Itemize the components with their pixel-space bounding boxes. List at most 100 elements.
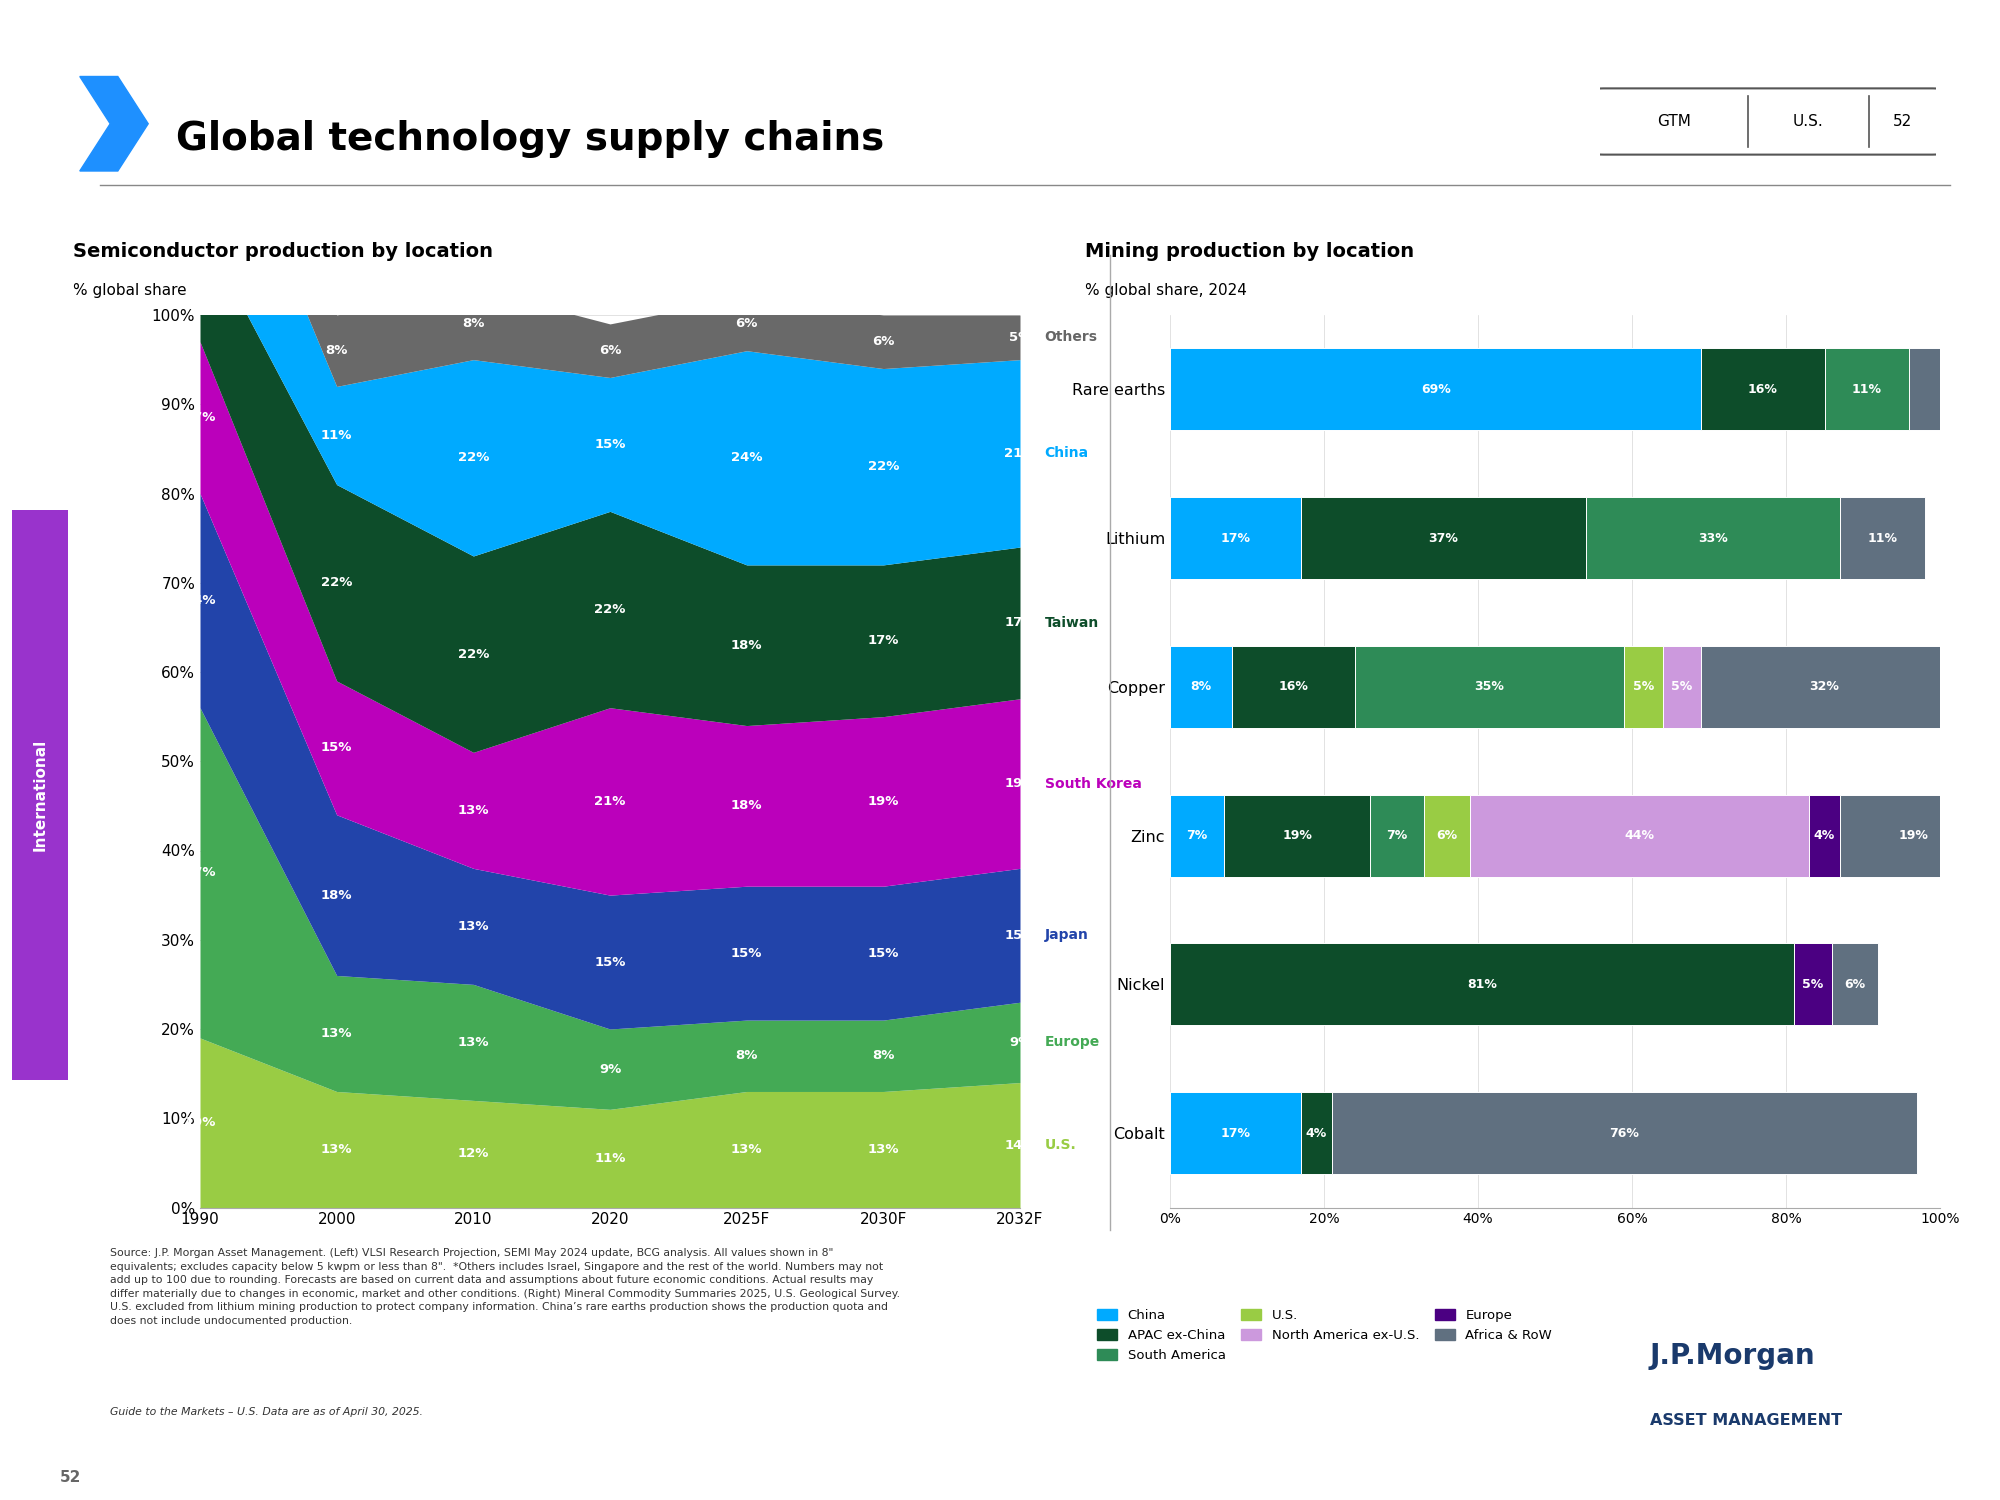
Text: 52: 52	[60, 1470, 82, 1485]
FancyBboxPatch shape	[12, 488, 68, 1102]
Bar	[1170, 1092, 1300, 1174]
Text: Global technology supply chains: Global technology supply chains	[176, 120, 884, 158]
Bar	[1794, 944, 1832, 1026]
Text: 5%: 5%	[1802, 978, 1824, 992]
Text: 18%: 18%	[730, 639, 762, 651]
Text: 13%: 13%	[320, 1028, 352, 1039]
Text: 9%: 9%	[1008, 1036, 1032, 1048]
Bar	[1300, 496, 1586, 579]
Text: 37%: 37%	[184, 867, 216, 879]
Text: 19%: 19%	[868, 795, 900, 808]
Bar	[1662, 646, 1702, 728]
Text: 22%: 22%	[320, 576, 352, 590]
Text: Others: Others	[1044, 330, 1098, 345]
Text: 8%: 8%	[872, 1050, 894, 1062]
Text: 17%: 17%	[184, 411, 216, 424]
Text: 13%: 13%	[458, 920, 490, 933]
Bar	[1170, 348, 1702, 430]
Text: 13%: 13%	[458, 804, 490, 818]
Text: 8%: 8%	[1190, 681, 1212, 693]
Text: 4%: 4%	[1306, 1126, 1326, 1140]
Bar	[1224, 795, 1370, 876]
Text: 3%: 3%	[188, 36, 212, 50]
FancyBboxPatch shape	[1590, 88, 1946, 154]
Bar	[1300, 1092, 1332, 1174]
Text: ASSET MANAGEMENT: ASSET MANAGEMENT	[1650, 1413, 1842, 1428]
Polygon shape	[80, 76, 148, 171]
Text: 4%: 4%	[1814, 830, 1836, 842]
Text: GTM: GTM	[1656, 114, 1690, 129]
Text: 5%: 5%	[1672, 681, 1692, 693]
Text: 19%: 19%	[1282, 830, 1312, 842]
Text: 6%: 6%	[872, 336, 894, 348]
Text: 15%: 15%	[1004, 928, 1036, 942]
Text: 17%: 17%	[1220, 1126, 1250, 1140]
Text: 16%: 16%	[1748, 382, 1778, 396]
Text: 8%: 8%	[326, 344, 348, 357]
Text: 6%: 6%	[736, 318, 758, 330]
Text: 19%: 19%	[1004, 777, 1036, 790]
Text: 15%: 15%	[320, 741, 352, 754]
Text: J.P.Morgan: J.P.Morgan	[1650, 1342, 1816, 1371]
Bar	[1170, 646, 1232, 728]
Text: 15%: 15%	[594, 956, 626, 969]
Text: Guide to the Markets – U.S. Data are as of April 30, 2025.: Guide to the Markets – U.S. Data are as …	[110, 1407, 424, 1418]
Text: 11%: 11%	[320, 429, 352, 442]
Text: 76%: 76%	[1610, 1126, 1640, 1140]
Text: 11%: 11%	[1868, 531, 1898, 544]
Text: 13%: 13%	[320, 1143, 352, 1156]
Text: 52: 52	[1892, 114, 1912, 129]
Text: 32%: 32%	[1810, 681, 1840, 693]
Bar	[1910, 348, 2000, 430]
Text: 24%: 24%	[730, 452, 762, 465]
Text: 13%: 13%	[868, 1143, 900, 1156]
Text: 13%: 13%	[184, 278, 216, 291]
Text: 7%: 7%	[1386, 830, 1408, 842]
Text: Taiwan: Taiwan	[1044, 616, 1098, 630]
Bar	[1470, 795, 1810, 876]
Text: 19%: 19%	[184, 135, 216, 147]
Text: 35%: 35%	[1474, 681, 1504, 693]
Bar	[1170, 944, 1794, 1026]
Text: 22%: 22%	[458, 452, 490, 465]
Text: 19%: 19%	[184, 1116, 216, 1130]
Text: 13%: 13%	[730, 1143, 762, 1156]
Text: 8%: 8%	[462, 318, 484, 330]
Text: 5%: 5%	[1632, 681, 1654, 693]
Text: 17%: 17%	[1004, 616, 1036, 630]
Text: 33%: 33%	[1698, 531, 1728, 544]
Bar	[1424, 795, 1470, 876]
Text: 21%: 21%	[594, 795, 626, 808]
Text: Source: J.P. Morgan Asset Management. (Left) VLSI Research Projection, SEMI May : Source: J.P. Morgan Asset Management. (L…	[110, 1248, 900, 1326]
Bar	[1824, 348, 1910, 430]
Text: 21%: 21%	[1004, 447, 1036, 460]
Text: 11%: 11%	[1852, 382, 1882, 396]
Bar	[1624, 646, 1662, 728]
Text: 16%: 16%	[1278, 681, 1308, 693]
Text: 22%: 22%	[868, 460, 900, 472]
Text: 13%: 13%	[458, 1036, 490, 1048]
Text: U.S.: U.S.	[1792, 114, 1824, 129]
Text: 6%: 6%	[1436, 830, 1458, 842]
Bar	[1586, 496, 1840, 579]
Legend: China, APAC ex-China, South America, U.S., North America ex-U.S., Europe, Africa: China, APAC ex-China, South America, U.S…	[1092, 1304, 1558, 1368]
Text: Mining production by location: Mining production by location	[1086, 242, 1414, 261]
Bar	[1232, 646, 1354, 728]
Text: U.S.: U.S.	[1044, 1138, 1076, 1152]
Bar	[1840, 795, 1986, 876]
Text: 11%: 11%	[594, 1152, 626, 1166]
Text: 81%: 81%	[1466, 978, 1496, 992]
Text: 9%: 9%	[598, 1062, 622, 1076]
Text: 14%: 14%	[1004, 1138, 1036, 1152]
Text: 8%: 8%	[736, 1050, 758, 1062]
Text: Semiconductor production by location: Semiconductor production by location	[72, 242, 492, 261]
Bar	[1832, 944, 1878, 1026]
Bar	[1370, 795, 1424, 876]
Text: 15%: 15%	[1952, 382, 1982, 396]
Bar	[1332, 1092, 1916, 1174]
Text: 6%: 6%	[598, 344, 622, 357]
Text: International: International	[32, 740, 48, 850]
Text: 24%: 24%	[184, 594, 216, 608]
Text: % global share: % global share	[72, 284, 186, 298]
Text: 37%: 37%	[1428, 531, 1458, 544]
